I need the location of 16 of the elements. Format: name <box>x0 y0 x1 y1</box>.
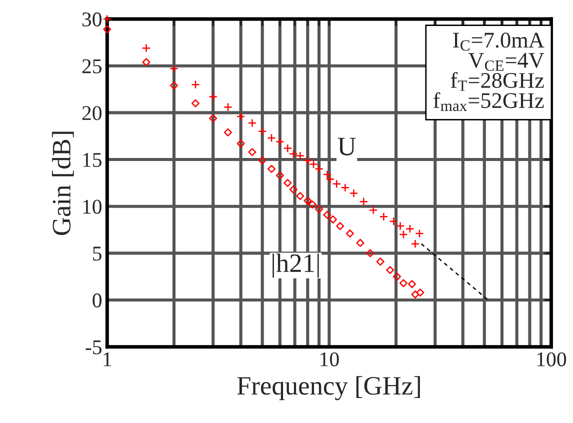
y-tick-label: -5 <box>86 340 102 354</box>
y-tick-label: 5 <box>93 246 102 261</box>
x-tick-label: 10 <box>320 352 339 366</box>
y-tick-label: 15 <box>83 153 102 167</box>
series-label: U <box>338 138 356 156</box>
y-tick-label: 25 <box>82 59 102 74</box>
y-axis-title: Gain [dB] <box>52 132 74 235</box>
y-tick-label: 20 <box>82 106 102 120</box>
x-tick-label: 1 <box>104 352 112 366</box>
y-tick-label: 10 <box>83 200 102 214</box>
x-axis-title: Frequency [GHz] <box>237 376 420 400</box>
y-tick-label: 0 <box>92 293 102 308</box>
text: I$_{C}$=7.0mA V$_{CE}$=4V f$_{T}$=28GHz f$_{max}$=52GHz <box>433 32 544 112</box>
x-tick-label: 100 <box>537 352 566 366</box>
series-label: |h21| <box>272 254 319 278</box>
y-tick-label: 30 <box>82 12 102 26</box>
